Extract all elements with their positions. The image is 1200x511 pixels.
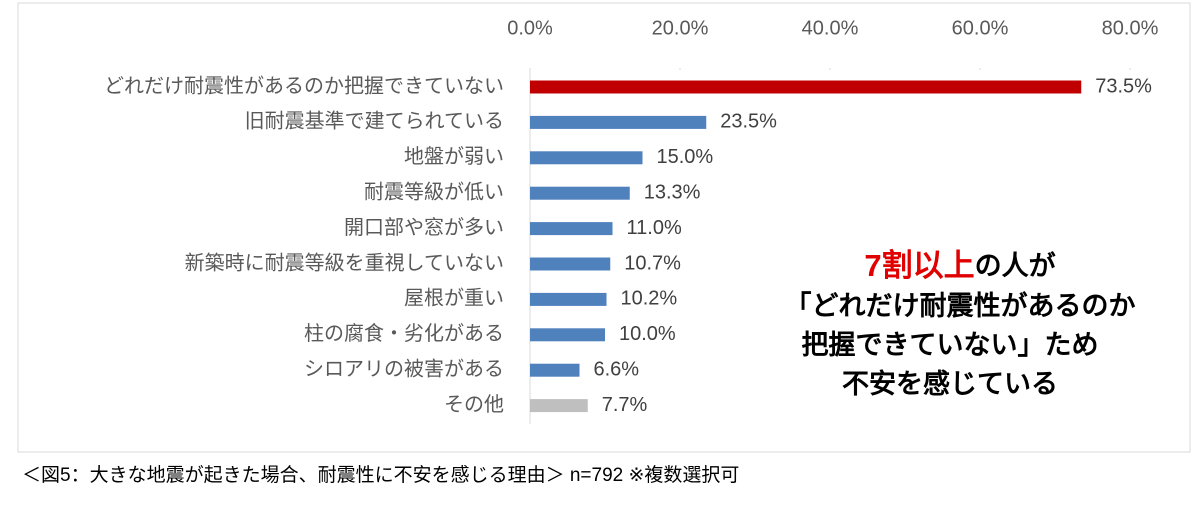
bar (530, 399, 588, 413)
x-tick-label: 80.0% (1102, 17, 1159, 39)
annotation-line: 不安を感じている (842, 368, 1058, 399)
y-tick-label: どれだけ耐震性があるのか把握できていない (104, 74, 504, 97)
caption: ＜図5：大きな地震が起きた場合、耐震性に不安を感じる理由＞ n=792 ※複数選… (22, 464, 739, 486)
annotation-line: 把握できていない」ため (802, 330, 1099, 360)
bar (530, 151, 643, 165)
y-tick-label: シロアリの被害がある (304, 357, 504, 380)
annotation-line: 7割以上の人が (864, 248, 1055, 283)
x-tick-label: 20.0% (652, 17, 709, 39)
bar (530, 257, 611, 271)
value-label: 13.3% (644, 181, 701, 203)
y-tick-label: 地盤が弱い (404, 145, 504, 168)
bar (530, 115, 707, 129)
value-label: 73.5% (1095, 75, 1152, 97)
y-tick-label: 旧耐震基準で建てられている (245, 110, 504, 133)
bar (530, 186, 630, 200)
value-label: 11.0% (627, 217, 682, 239)
y-tick-label: 柱の腐食・劣化がある (304, 322, 504, 345)
annotation-highlight: 7割以上 (864, 248, 974, 283)
value-label: 23.5% (720, 111, 777, 133)
value-label: 10.2% (621, 288, 678, 310)
x-tick-label: 0.0% (507, 17, 553, 39)
y-tick-label: 新築時に耐震等級を重視していない (185, 251, 504, 274)
bar (530, 363, 580, 377)
value-label: 10.7% (624, 252, 681, 274)
x-tick-label: 60.0% (952, 17, 1009, 39)
value-label: 10.0% (619, 323, 676, 345)
annotation-line: 「どれだけ耐震性があるのか (785, 290, 1136, 321)
bar (530, 80, 1082, 94)
value-label: 7.7% (602, 394, 648, 416)
y-tick-label: 耐震等級が低い (364, 180, 504, 203)
bar (530, 222, 613, 236)
y-tick-label: 屋根が重い (404, 287, 504, 310)
x-tick-label: 40.0% (802, 17, 859, 39)
bar (530, 328, 605, 342)
value-label: 6.6% (594, 358, 640, 380)
bar (530, 292, 607, 306)
y-tick-label: 開口部や窓が多い (344, 216, 504, 239)
value-label: 15.0% (657, 146, 714, 168)
y-tick-label: その他 (444, 393, 504, 416)
annotation-text: の人が (975, 250, 1056, 281)
